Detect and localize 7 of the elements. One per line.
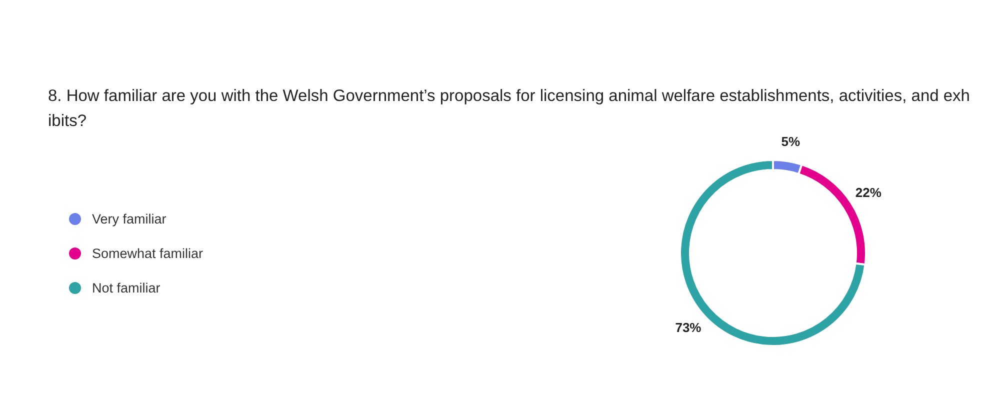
- legend-label: Somewhat familiar: [92, 246, 204, 261]
- chart-title: 8. How familiar are you with the Welsh Government’s proposals for licensing animal welfare establishments, activities, and exhibits?: [48, 86, 971, 132]
- legend-label: Very familiar: [92, 212, 167, 226]
- legend-label: Not familiar: [92, 280, 161, 296]
- data-label: 73%: [675, 320, 702, 336]
- data-label: 5%: [781, 134, 801, 149]
- data-label: 22%: [855, 184, 882, 200]
